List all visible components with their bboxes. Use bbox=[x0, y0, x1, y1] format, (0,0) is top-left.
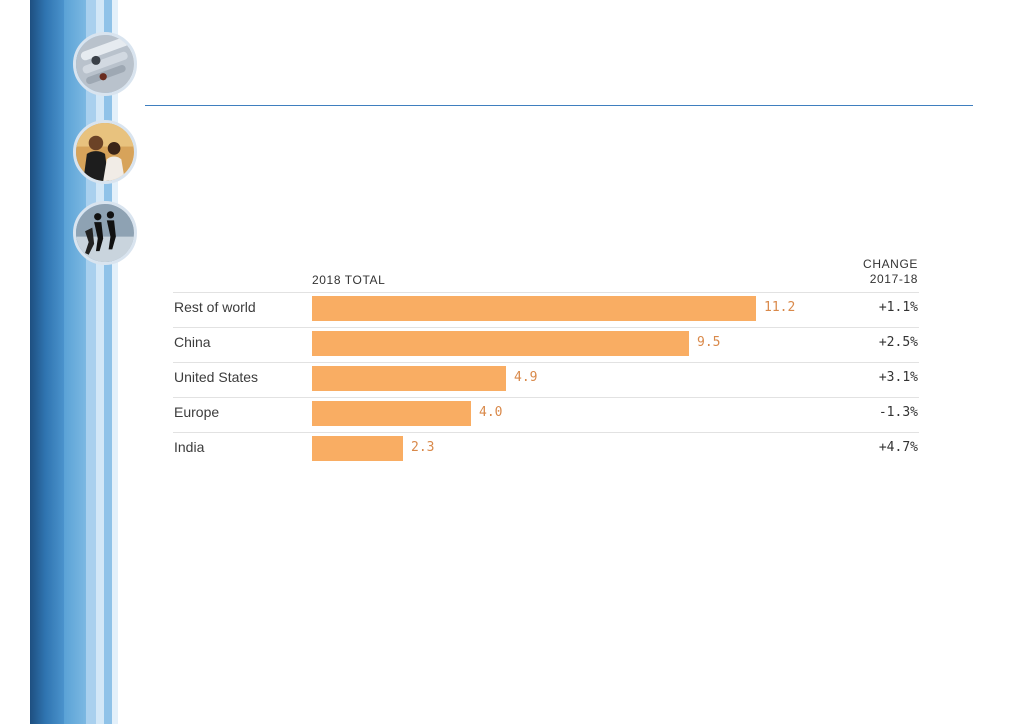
bar-value-label: 11.2 bbox=[764, 300, 796, 315]
change-value: +3.1% bbox=[878, 370, 918, 385]
bar-value-label: 2.3 bbox=[411, 440, 435, 455]
change-value: +1.1% bbox=[878, 300, 918, 315]
stripe-white bbox=[0, 0, 30, 724]
bar bbox=[312, 366, 506, 391]
row-divider bbox=[173, 397, 919, 398]
row-divider bbox=[173, 327, 919, 328]
bar-value-label: 4.9 bbox=[514, 370, 538, 385]
bar bbox=[312, 401, 471, 426]
change-value: -1.3% bbox=[878, 405, 918, 420]
category-label: China bbox=[174, 334, 211, 350]
category-label: United States bbox=[174, 369, 259, 385]
stripe-pale-blue bbox=[96, 0, 104, 724]
bar-value-label: 9.5 bbox=[697, 335, 721, 350]
change-value: +2.5% bbox=[878, 335, 918, 350]
photo-businesspeople-icon bbox=[73, 120, 137, 184]
category-label: Rest of world bbox=[174, 299, 256, 315]
stripe-dark-blue bbox=[30, 0, 64, 724]
category-label: India bbox=[174, 439, 205, 455]
column-header-change: CHANGE 2017-18 bbox=[863, 257, 918, 287]
stripe-mid-blue-2 bbox=[104, 0, 112, 724]
stripe-light-blue bbox=[86, 0, 96, 724]
bar bbox=[312, 436, 403, 461]
stripe-mid-blue bbox=[64, 0, 86, 724]
column-header-change-line2: 2017-18 bbox=[869, 272, 918, 286]
column-header-change-line1: CHANGE bbox=[863, 257, 918, 271]
change-value: +4.7% bbox=[878, 440, 918, 455]
column-header-total: 2018 TOTAL bbox=[312, 273, 386, 287]
bar bbox=[312, 296, 756, 321]
row-divider bbox=[173, 292, 919, 293]
category-label: Europe bbox=[174, 404, 220, 420]
row-divider bbox=[173, 432, 919, 433]
bar bbox=[312, 331, 689, 356]
stripe-edge bbox=[112, 0, 118, 724]
left-decorative-stripes bbox=[0, 0, 118, 724]
bar-value-label: 4.0 bbox=[479, 405, 503, 420]
photo-machinery-icon bbox=[73, 32, 137, 96]
row-divider bbox=[173, 362, 919, 363]
photo-walkers-icon bbox=[73, 201, 137, 265]
header-rule bbox=[145, 105, 973, 106]
